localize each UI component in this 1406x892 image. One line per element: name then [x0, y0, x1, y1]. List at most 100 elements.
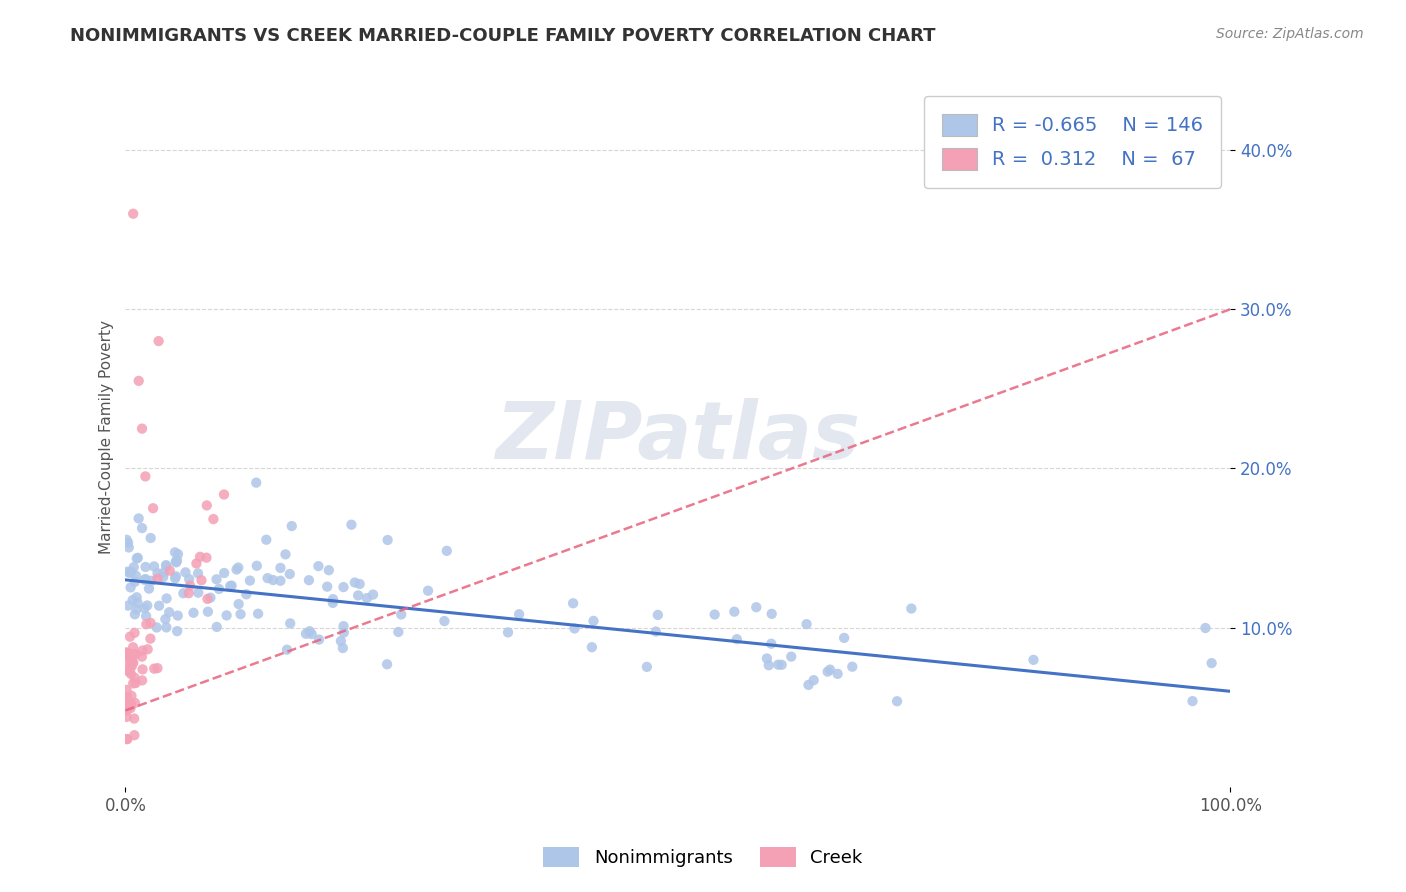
- Point: [301, 627, 323, 641]
- Point: [120, 689, 142, 703]
- Point: [343, 575, 366, 590]
- Point: [139, 615, 162, 630]
- Point: [226, 560, 249, 574]
- Point: [115, 697, 138, 711]
- Point: [416, 583, 439, 598]
- Point: [134, 572, 156, 586]
- Point: [148, 334, 170, 348]
- Point: [139, 531, 162, 545]
- Point: [387, 624, 409, 639]
- Point: [235, 587, 257, 601]
- Point: [770, 657, 793, 672]
- Point: [128, 374, 150, 388]
- Point: [347, 589, 370, 603]
- Point: [125, 591, 148, 605]
- Point: [202, 512, 225, 526]
- Point: [134, 573, 156, 587]
- Point: [118, 630, 141, 644]
- Point: [134, 601, 156, 615]
- Point: [725, 632, 748, 647]
- Point: [165, 569, 187, 583]
- Point: [136, 599, 159, 613]
- Point: [115, 663, 138, 677]
- Point: [118, 566, 141, 580]
- Point: [121, 593, 143, 607]
- Point: [125, 647, 148, 661]
- Point: [115, 699, 138, 714]
- Point: [122, 640, 145, 655]
- Point: [143, 662, 166, 676]
- Point: [124, 676, 146, 690]
- Point: [186, 557, 208, 571]
- Point: [115, 703, 138, 717]
- Point: [361, 588, 384, 602]
- Point: [886, 694, 908, 708]
- Point: [212, 487, 235, 501]
- Point: [136, 642, 159, 657]
- Point: [703, 607, 725, 622]
- Point: [115, 703, 138, 717]
- Point: [120, 581, 142, 595]
- Point: [225, 562, 247, 576]
- Point: [221, 579, 243, 593]
- Point: [817, 665, 839, 679]
- Legend: R = -0.665    N = 146, R =  0.312    N =  67: R = -0.665 N = 146, R = 0.312 N = 67: [924, 96, 1220, 187]
- Point: [298, 573, 321, 587]
- Point: [228, 597, 250, 611]
- Point: [166, 553, 188, 567]
- Point: [254, 533, 277, 547]
- Point: [644, 624, 666, 639]
- Point: [780, 649, 803, 664]
- Point: [131, 422, 153, 436]
- Point: [755, 651, 778, 665]
- Point: [115, 682, 138, 697]
- Point: [115, 699, 138, 714]
- Point: [508, 607, 530, 622]
- Point: [308, 632, 330, 647]
- Point: [276, 642, 298, 657]
- Point: [332, 580, 354, 594]
- Point: [127, 550, 149, 565]
- Point: [143, 559, 166, 574]
- Point: [269, 561, 291, 575]
- Point: [122, 647, 145, 661]
- Point: [166, 608, 188, 623]
- Point: [141, 574, 163, 588]
- Point: [117, 599, 139, 613]
- Point: [128, 511, 150, 525]
- Point: [122, 207, 145, 221]
- Point: [159, 564, 181, 578]
- Point: [152, 570, 174, 584]
- Point: [761, 607, 783, 621]
- Point: [124, 574, 146, 589]
- Legend: Nonimmigrants, Creek: Nonimmigrants, Creek: [536, 839, 870, 874]
- Point: [155, 558, 177, 573]
- Point: [124, 728, 146, 742]
- Point: [797, 678, 820, 692]
- Point: [127, 596, 149, 610]
- Point: [146, 566, 169, 581]
- Point: [219, 579, 242, 593]
- Point: [117, 565, 139, 579]
- Point: [120, 658, 142, 673]
- Point: [118, 665, 141, 679]
- Point: [195, 550, 218, 565]
- Point: [138, 582, 160, 596]
- Point: [122, 656, 145, 670]
- Point: [135, 617, 157, 632]
- Point: [803, 673, 825, 688]
- Point: [179, 572, 201, 586]
- Point: [208, 582, 231, 596]
- Point: [195, 499, 218, 513]
- Point: [187, 566, 209, 581]
- Point: [278, 567, 301, 582]
- Point: [389, 607, 412, 622]
- Point: [139, 632, 162, 646]
- Point: [155, 612, 177, 626]
- Point: [118, 541, 141, 555]
- Point: [118, 698, 141, 713]
- Point: [122, 676, 145, 690]
- Point: [125, 602, 148, 616]
- Point: [1181, 694, 1204, 708]
- Point: [117, 535, 139, 549]
